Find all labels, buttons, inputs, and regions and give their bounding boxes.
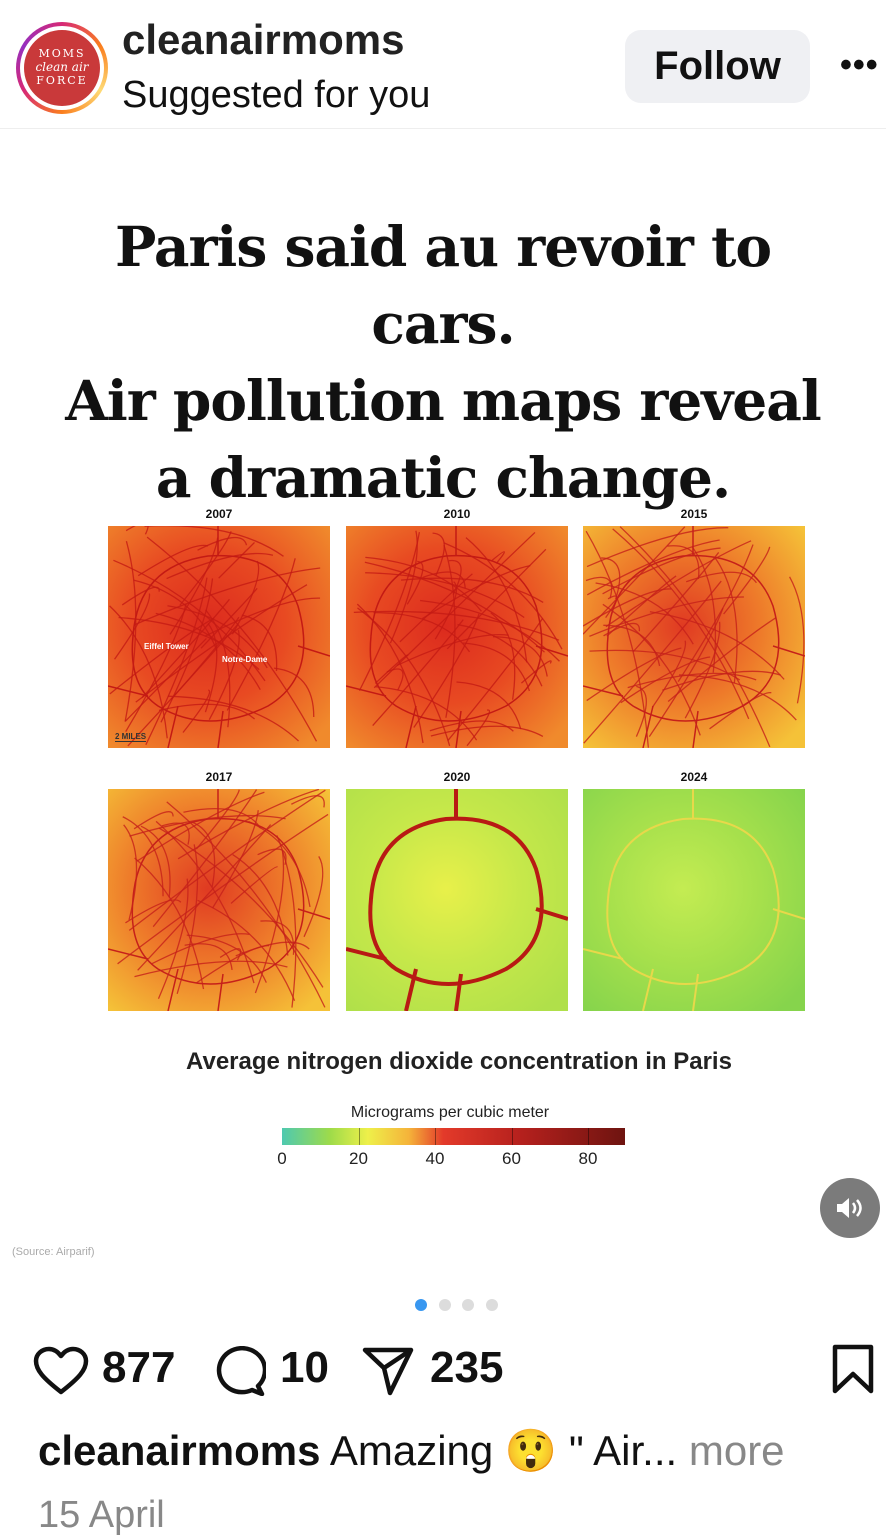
suggested-label: Suggested for you	[122, 74, 431, 116]
divider	[0, 128, 886, 129]
username[interactable]: cleanairmoms	[122, 16, 405, 63]
map-year-label: 2020	[443, 770, 471, 784]
map-year-label: 2007	[205, 507, 233, 521]
chart-title: Average nitrogen dioxide concentration i…	[186, 1048, 732, 1075]
post-date: 15 April	[38, 1494, 165, 1536]
map-scale-label: 2 MILES	[115, 732, 147, 742]
caption-username[interactable]: cleanairmoms	[38, 1427, 321, 1474]
legend-tick-label: 80	[578, 1149, 598, 1168]
notre-dame-label: Notre-Dame	[222, 655, 268, 664]
pollution-map-2017	[108, 789, 330, 1011]
map-year-label: 2024	[680, 770, 708, 784]
pollution-map-2020	[346, 789, 568, 1011]
carousel-dot[interactable]	[485, 1299, 498, 1311]
map-year-label: 2010	[443, 507, 471, 521]
legend-tick	[511, 1128, 513, 1145]
follow-button[interactable]: Follow	[625, 30, 810, 103]
legend-tick-label: 60	[502, 1149, 521, 1168]
share-count[interactable]: 235	[430, 1343, 504, 1392]
legend-tick-label: 40	[425, 1149, 445, 1168]
moms-clean-air-force-logo: MOMS clean air FORCE	[24, 30, 100, 106]
headline-line: Air pollution maps reveal	[65, 368, 822, 433]
pollution-map-2015	[583, 526, 805, 748]
more-link[interactable]: more	[688, 1427, 785, 1474]
carousel-dot[interactable]	[415, 1299, 427, 1311]
bookmark-icon[interactable]	[830, 1344, 876, 1394]
source-note: (Source: Airparif)	[12, 1246, 95, 1258]
headline-line: a dramatic change.	[155, 445, 731, 510]
caption-text: Amazing 😲 " Air...	[329, 1427, 678, 1474]
color-scale-bar	[282, 1128, 625, 1145]
share-icon[interactable]	[362, 1346, 414, 1396]
map-year-label: 2015	[680, 507, 708, 521]
legend-tick	[588, 1128, 589, 1145]
comment-count[interactable]: 10	[280, 1343, 329, 1392]
more-options-icon[interactable]: •••	[840, 46, 879, 84]
legend-label: Micrograms per cubic meter	[350, 1104, 550, 1121]
pollution-map-2007	[108, 526, 330, 748]
headline-line: Paris said au revoir to cars.	[114, 214, 772, 356]
legend-tick	[435, 1128, 436, 1145]
map-year-label: 2017	[205, 770, 233, 784]
carousel-dot[interactable]	[438, 1299, 451, 1311]
legend-tick-label: 20	[349, 1149, 368, 1168]
caption: cleanairmoms Amazing 😲 " Air... more	[38, 1427, 785, 1476]
post-headline: Paris said au revoir to cars. Air pollut…	[40, 208, 846, 516]
pollution-map-2010	[346, 526, 568, 748]
pollution-map-2024	[583, 789, 805, 1011]
heart-icon[interactable]	[33, 1346, 89, 1396]
sound-toggle-button[interactable]	[820, 1178, 880, 1238]
comment-icon[interactable]	[214, 1346, 266, 1396]
like-count[interactable]: 877	[102, 1343, 176, 1392]
eiffel-tower-label: Eiffel Tower	[144, 642, 189, 651]
legend-tick	[358, 1128, 360, 1145]
legend-tick-label: 0	[277, 1149, 287, 1168]
speaker-icon	[837, 1198, 862, 1218]
carousel-dot[interactable]	[462, 1299, 474, 1311]
avatar[interactable]: MOMS clean air FORCE	[16, 22, 108, 114]
